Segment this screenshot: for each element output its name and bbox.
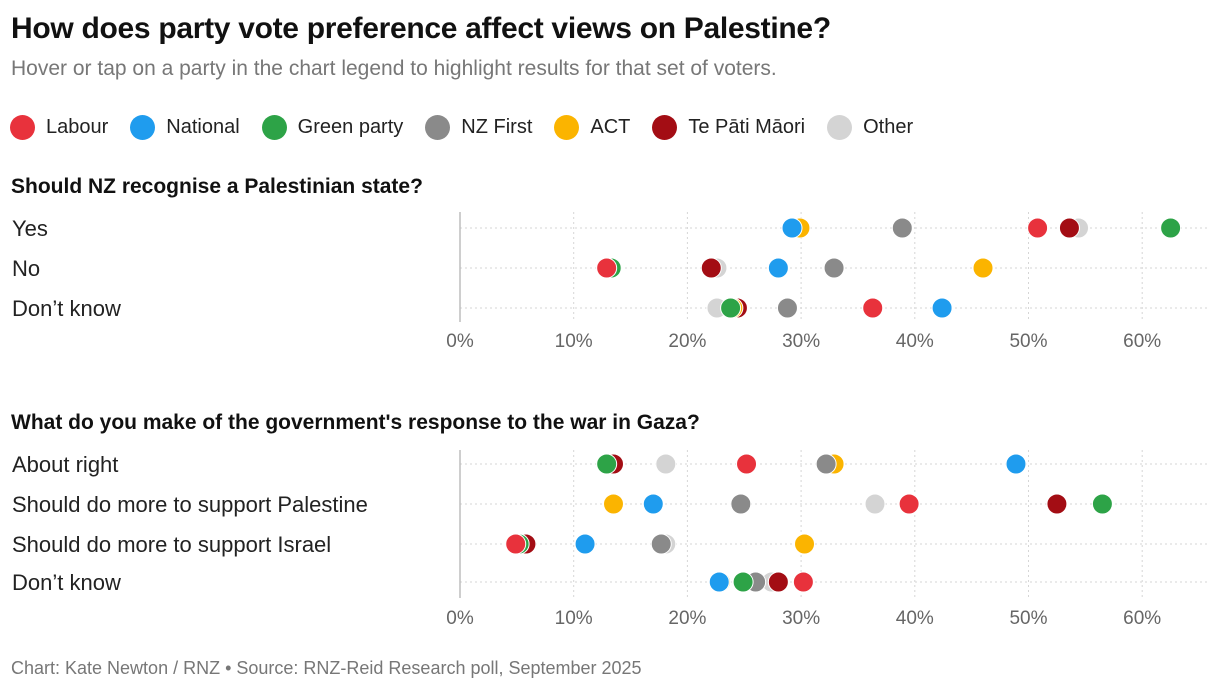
data-point-national (574, 533, 596, 555)
data-point-labour (898, 493, 920, 515)
data-point-national (1005, 453, 1027, 475)
legend-swatch-nz-first (425, 114, 451, 140)
data-point-nz-first (815, 453, 837, 475)
legend-label-act: ACT (590, 115, 631, 138)
legend-swatch-te-p-ti-m-ori (652, 114, 678, 140)
legend-swatch-national (130, 114, 156, 140)
legend-item-nz-first[interactable]: NZ First (425, 114, 533, 140)
data-point-labour (1027, 217, 1049, 239)
x-tick-label: 40% (896, 331, 934, 352)
legend-item-labour[interactable]: Labour (10, 114, 109, 140)
data-point-labour (505, 533, 527, 555)
row-label: About right (12, 452, 118, 477)
legend-swatch-act (554, 114, 580, 140)
x-tick-label: 60% (1123, 331, 1161, 352)
x-tick-label: 30% (782, 331, 820, 352)
data-point-act (972, 257, 994, 279)
data-point-national (781, 217, 803, 239)
legend-swatch-green-party (261, 114, 287, 140)
data-point-other (864, 493, 886, 515)
data-point-nz-first (823, 257, 845, 279)
data-point-act (794, 533, 816, 555)
x-tick-label: 30% (782, 608, 820, 629)
chart-panel-2: 0% 10% 20% 30% 40% 50% 60% About right Should do… (12, 450, 1208, 629)
legend-label-other: Other (863, 115, 914, 138)
data-point-labour (596, 257, 618, 279)
data-point-te-p-ti-m-ori (1058, 217, 1080, 239)
data-point-national (931, 297, 953, 319)
data-point-green-party (1091, 493, 1113, 515)
x-tick-label: 60% (1123, 608, 1161, 629)
data-point-green-party (720, 297, 742, 319)
legend-label-nz-first: NZ First (461, 115, 533, 138)
data-point-nz-first (730, 493, 752, 515)
data-point-national (767, 257, 789, 279)
legend-item-act[interactable]: ACT (554, 114, 631, 140)
legend: Labour National Green party NZ First ACT Te P… (10, 112, 913, 142)
data-point-labour (736, 453, 758, 475)
data-point-nz-first (650, 533, 672, 555)
x-tick-label: 0% (446, 608, 474, 629)
data-point-labour (792, 571, 814, 593)
legend-label-labour: Labour (46, 115, 109, 138)
row-label: Yes (12, 216, 48, 241)
legend-label-te-p-ti-m-ori: Te Pāti Māori (688, 115, 806, 138)
x-tick-label: 0% (446, 331, 474, 352)
row-label: Should do more to support Israel (12, 532, 331, 557)
data-point-nz-first (776, 297, 798, 319)
data-point-te-p-ti-m-ori (700, 257, 722, 279)
x-tick-label: 20% (668, 608, 706, 629)
panel-title-government-response: What do you make of the government's res… (11, 411, 700, 434)
legend-label-green-party: Green party (297, 115, 404, 138)
chart-title: How does party vote preference affect vi… (11, 12, 831, 45)
chart-panel-1: 0% 10% 20% 30% 40% 50% 60% Yes No Don’t know (12, 212, 1208, 352)
row-label: Don’t know (12, 570, 121, 595)
panel-title-recognise-state: Should NZ recognise a Palestinian state? (11, 175, 423, 198)
x-tick-label: 40% (896, 608, 934, 629)
row-label: Don’t know (12, 296, 121, 321)
data-point-green-party (596, 453, 618, 475)
chart-subtitle: Hover or tap on a party in the chart leg… (11, 57, 777, 80)
x-tick-label: 20% (668, 331, 706, 352)
data-point-green-party (732, 571, 754, 593)
data-point-national (642, 493, 664, 515)
chart-footer: Chart: Kate Newton / RNZ • Source: RNZ-R… (11, 658, 642, 678)
data-point-act (602, 493, 624, 515)
data-point-other (655, 453, 677, 475)
x-tick-label: 50% (1009, 331, 1047, 352)
data-point-green-party (1160, 217, 1182, 239)
data-point-te-p-ti-m-ori (1046, 493, 1068, 515)
data-point-labour (862, 297, 884, 319)
x-tick-label: 50% (1009, 608, 1047, 629)
data-point-te-p-ti-m-ori (767, 571, 789, 593)
legend-swatch-other (827, 114, 853, 140)
legend-item-other[interactable]: Other (827, 114, 914, 140)
row-label: No (12, 256, 40, 281)
legend-item-te-p-ti-m-ori[interactable]: Te Pāti Māori (652, 114, 806, 140)
legend-item-green-party[interactable]: Green party (261, 114, 404, 140)
x-tick-label: 10% (555, 331, 593, 352)
legend-swatch-labour (10, 114, 35, 140)
data-point-national (708, 571, 730, 593)
x-tick-label: 10% (555, 608, 593, 629)
legend-label-national: National (166, 115, 240, 138)
data-point-nz-first (891, 217, 913, 239)
legend-item-national[interactable]: National (130, 114, 240, 140)
row-label: Should do more to support Palestine (12, 492, 368, 517)
